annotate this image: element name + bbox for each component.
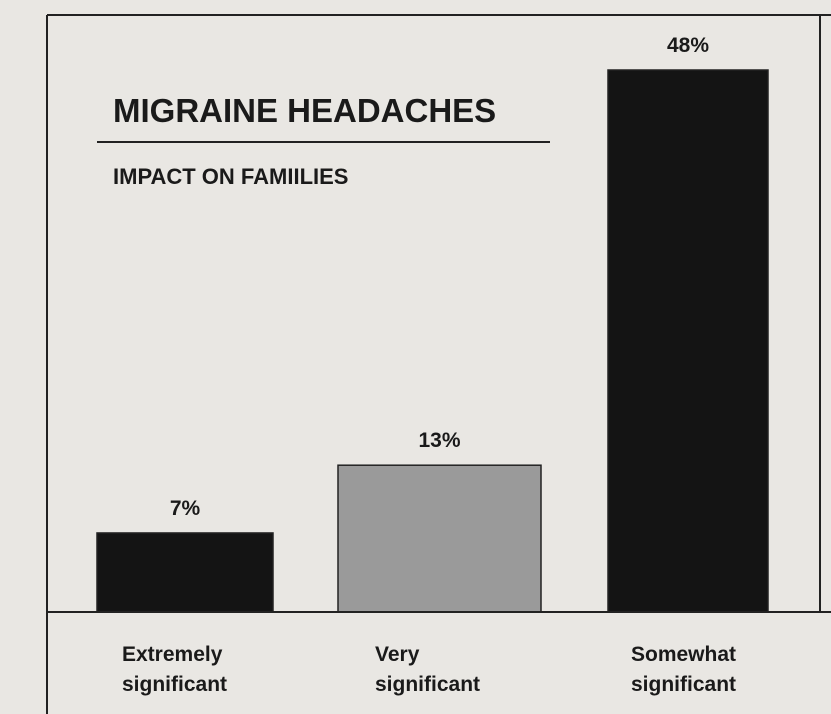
value-label: 13% [418, 429, 460, 452]
x-tick-label: Very significant [375, 643, 481, 696]
chart-subtitle: IMPACT ON FAMIILIES [113, 164, 348, 189]
bar [607, 69, 769, 613]
chart-title: MIGRAINE HEADACHES [113, 92, 496, 129]
x-tick-label: Somewhat significant [631, 643, 737, 696]
bar [96, 532, 274, 613]
value-label: 48% [667, 34, 709, 57]
value-label: 7% [170, 497, 201, 520]
x-tick-label: Extremely significant [122, 643, 228, 696]
bar [337, 464, 542, 613]
